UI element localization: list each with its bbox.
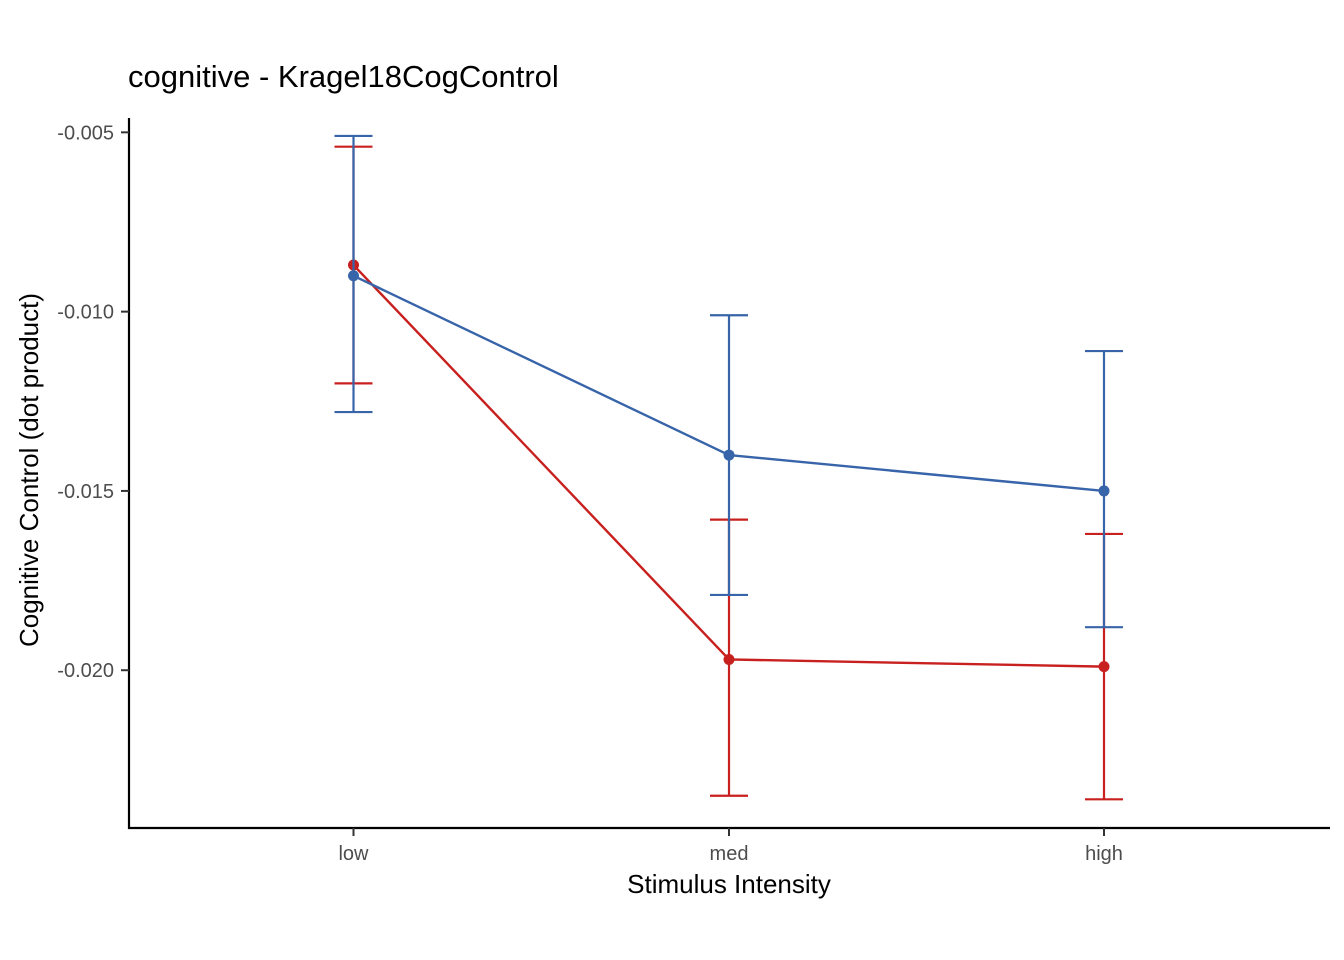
y-tick-label: -0.015 (57, 481, 114, 503)
y-axis-ticks: -0.005 -0.010 -0.015 -0.020 (57, 122, 129, 682)
x-tick-label: high (1085, 843, 1123, 865)
y-tick-label: -0.020 (57, 660, 114, 682)
series-2 (334, 134, 1123, 629)
x-tick-label: low (338, 843, 369, 865)
plot-area (334, 134, 1123, 801)
data-point (723, 449, 735, 461)
y-axis-title: Cognitive Control (dot product) (14, 293, 44, 647)
x-axis-title: Stimulus Intensity (627, 869, 831, 899)
x-tick-label: med (710, 843, 749, 865)
data-point (1098, 485, 1110, 497)
chart-title: cognitive - Kragel18CogControl (128, 59, 559, 94)
data-point (1098, 661, 1110, 673)
x-axis-ticks: low med high (338, 828, 1123, 865)
data-point (723, 653, 735, 665)
y-tick-label: -0.005 (57, 122, 114, 144)
data-point (348, 270, 359, 282)
y-tick-label: -0.010 (57, 302, 114, 324)
